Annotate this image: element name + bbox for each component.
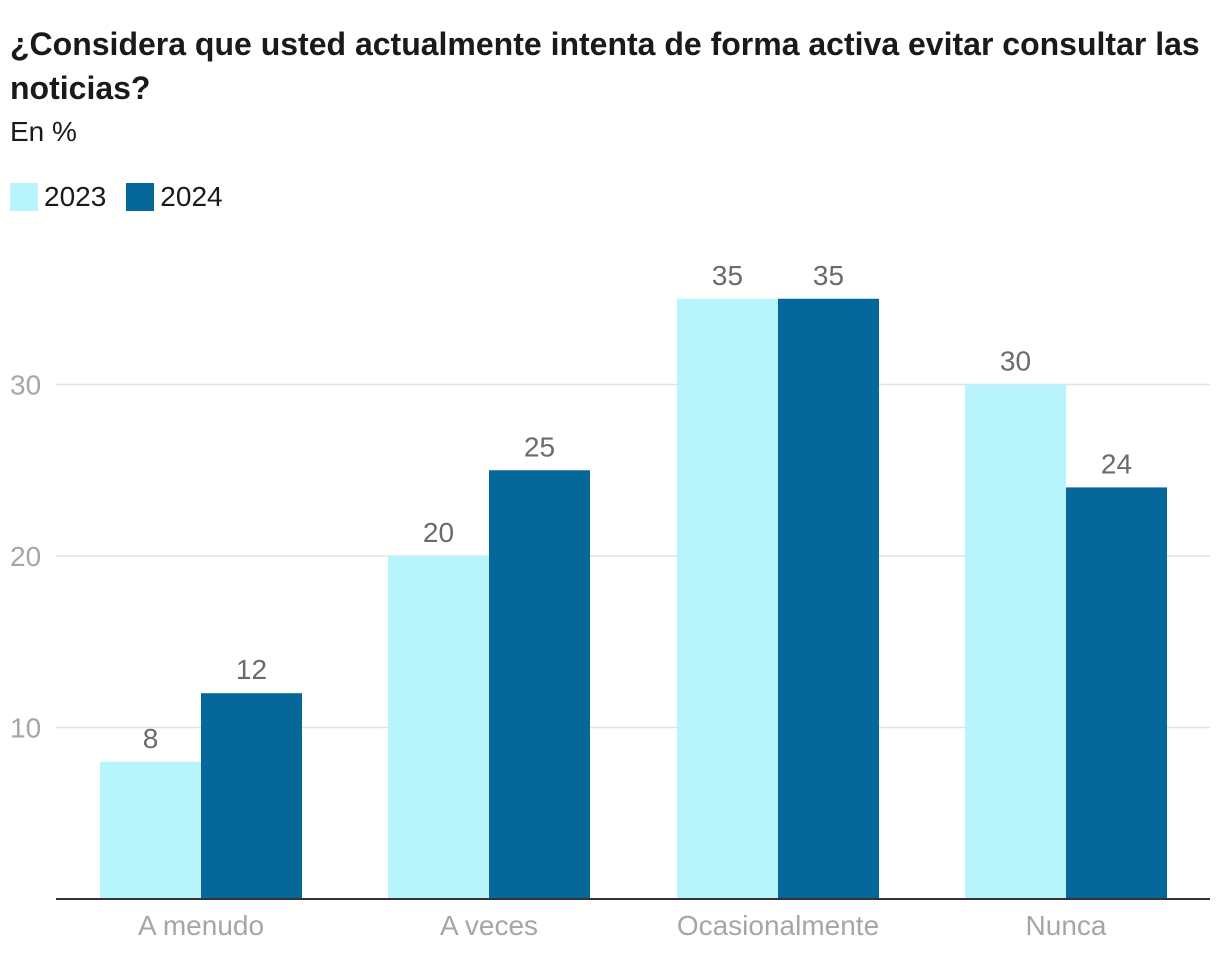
legend-item-2023: 2023 (10, 180, 106, 214)
bar-a-veces-2024 (489, 470, 590, 899)
value-label-nunca-2024: 24 (1101, 448, 1132, 479)
legend-item-2024: 2024 (126, 180, 223, 214)
chart-subtitle: En % (10, 116, 77, 147)
value-label-a-menudo-2023: 8 (143, 723, 159, 754)
value-label-a-veces-2024: 25 (524, 431, 555, 462)
x-category-label-ocasionalmente: Ocasionalmente (677, 910, 879, 941)
value-label-ocasionalmente-2023: 35 (712, 260, 743, 291)
x-category-label-nunca: Nunca (1026, 910, 1107, 941)
value-label-a-veces-2023: 20 (423, 517, 454, 548)
bar-ocasionalmente-2023 (677, 298, 778, 899)
bar-a-veces-2023 (388, 556, 489, 899)
y-tick-label-10: 10 (10, 713, 41, 744)
bar-ocasionalmente-2024 (778, 298, 879, 899)
chart-title: ¿Considera que usted actualmente intenta… (10, 26, 1200, 106)
value-label-a-menudo-2024: 12 (236, 654, 267, 685)
x-category-label-a-veces: A veces (440, 910, 538, 941)
chart-legend: 2023 2024 (10, 180, 243, 214)
bar-nunca-2024 (1066, 487, 1167, 899)
legend-swatch-2023 (10, 183, 38, 211)
x-category-label-a-menudo: A menudo (138, 910, 264, 941)
y-tick-label-30: 30 (10, 370, 41, 401)
legend-label-2024: 2024 (160, 181, 223, 212)
bar-nunca-2023 (965, 384, 1066, 899)
y-tick-label-20: 20 (10, 541, 41, 572)
legend-label-2023: 2023 (44, 181, 107, 212)
bar-a-menudo-2024 (201, 693, 302, 899)
value-label-ocasionalmente-2024: 35 (813, 260, 844, 291)
bar-a-menudo-2023 (100, 761, 201, 899)
legend-swatch-2024 (126, 183, 155, 211)
value-label-nunca-2023: 30 (1000, 346, 1031, 377)
